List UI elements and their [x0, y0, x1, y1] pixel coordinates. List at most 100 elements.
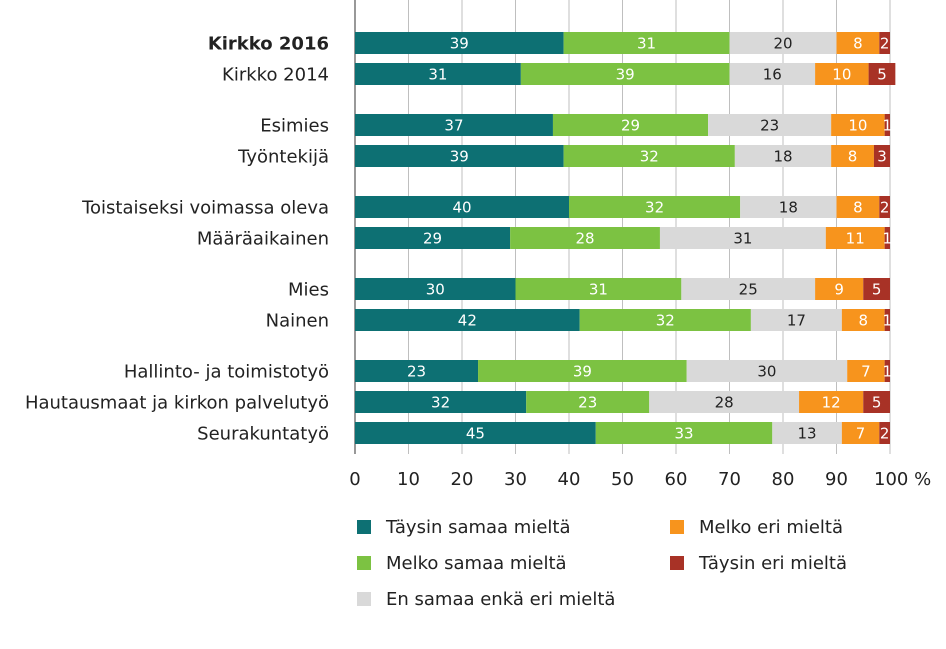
data-label: 1 [883, 363, 893, 381]
bar-segment-taysin-samaa-mielta [355, 309, 580, 331]
data-label: 8 [858, 312, 868, 330]
bar-segment-taysin-samaa-mielta [355, 391, 527, 413]
bar-segment-melko-samaa-mielta [563, 145, 735, 167]
bar-segment-taysin-eri-mielta [884, 360, 890, 382]
x-tick-label: 70 [718, 469, 741, 490]
x-tick-label: 20 [451, 469, 474, 490]
x-tick-label: 60 [665, 469, 688, 490]
bar-segment-melko-eri-mielta [825, 227, 885, 249]
bar-segment-taysin-eri-mielta [884, 309, 890, 331]
bar-segment-taysin-eri-mielta [879, 422, 890, 444]
category-label: Työntekijä [237, 147, 329, 168]
bar-segment-melko-samaa-mielta [552, 114, 709, 136]
data-label: 37 [444, 117, 463, 135]
data-label: 28 [715, 394, 734, 412]
data-label: 30 [426, 281, 445, 299]
data-label: 28 [576, 230, 595, 248]
bar-segment-en-samaa-enka-eri-mielta [740, 196, 837, 218]
bar-segment-melko-eri-mielta [831, 145, 874, 167]
bar-segment-en-samaa-enka-eri-mielta [772, 422, 842, 444]
bar-segment-en-samaa-enka-eri-mielta [659, 227, 826, 249]
legend-label: Melko samaa mieltä [386, 553, 567, 574]
category-label: Mies [288, 280, 329, 301]
bar-row-mies: 30 31 25 9 5 [355, 278, 890, 300]
data-label: 5 [877, 66, 887, 84]
legend-label: Täysin eri mieltä [698, 553, 847, 574]
legend-swatch [670, 520, 684, 534]
data-label: 7 [861, 363, 871, 381]
bar-row-seurakuntatyo: 45 33 13 7 2 [355, 422, 890, 444]
x-tick-label: 40 [558, 469, 581, 490]
data-label: 2 [880, 425, 890, 443]
data-label: 31 [428, 66, 447, 84]
data-label: 18 [779, 199, 798, 217]
bar-segment-melko-eri-mielta [815, 63, 869, 85]
bar-segment-taysin-samaa-mielta [355, 114, 553, 136]
bar-segment-en-samaa-enka-eri-mielta [750, 309, 842, 331]
bar-segment-en-samaa-enka-eri-mielta [729, 32, 837, 54]
bar-row-tyontekija: 39 32 18 8 3 [355, 145, 890, 167]
legend-label: En samaa enkä eri mieltä [386, 589, 615, 610]
data-label: 23 [760, 117, 779, 135]
bar-segment-melko-eri-mielta [836, 32, 880, 54]
bar-segment-taysin-samaa-mielta [355, 422, 596, 444]
data-label: 32 [431, 394, 450, 412]
bar-segment-melko-samaa-mielta [478, 360, 687, 382]
data-label: 31 [733, 230, 752, 248]
bar-segment-en-samaa-enka-eri-mielta [649, 391, 800, 413]
data-label: 16 [763, 66, 782, 84]
x-tick-label: 80 [772, 469, 795, 490]
data-label: 3 [877, 148, 887, 166]
bar-segment-melko-samaa-mielta [520, 63, 730, 85]
data-label: 5 [872, 394, 882, 412]
bar-segment-taysin-samaa-mielta [355, 63, 521, 85]
legend-swatch [357, 592, 371, 606]
bars: 39 31 20 8 231 39 16 10 537 29 23 10 139 32 18 8 340 32 18… [355, 32, 896, 444]
bar-row-toistaiseksi-voimassa-oleva: 40 32 18 8 2 [355, 196, 890, 218]
bar-segment-melko-samaa-mielta [526, 391, 650, 413]
bar-segment-en-samaa-enka-eri-mielta [686, 360, 848, 382]
bar-segment-taysin-eri-mielta [884, 114, 890, 136]
legend-item-taysin-samaa-mielta: Täysin samaa mieltä [357, 517, 571, 538]
bar-segment-taysin-eri-mielta [863, 391, 890, 413]
bar-segment-taysin-samaa-mielta [355, 278, 516, 300]
bar-segment-en-samaa-enka-eri-mielta [729, 63, 816, 85]
x-tick-label: 100 % [874, 469, 931, 490]
legend-swatch [357, 520, 371, 534]
category-label: Kirkko 2014 [222, 65, 329, 86]
bar-segment-melko-samaa-mielta [569, 196, 741, 218]
bar-segment-melko-samaa-mielta [595, 422, 773, 444]
data-label: 39 [616, 66, 635, 84]
category-label: Kirkko 2016 [208, 34, 329, 55]
category-label: Hallinto- ja toimistotyö [124, 362, 329, 383]
bar-segment-taysin-samaa-mielta [355, 360, 479, 382]
bar-segment-melko-samaa-mielta [563, 32, 730, 54]
bar-segment-melko-eri-mielta [815, 278, 864, 300]
data-label: 1 [883, 312, 893, 330]
data-label: 39 [573, 363, 592, 381]
bar-segment-taysin-eri-mielta [884, 227, 890, 249]
bar-segment-taysin-eri-mielta [879, 196, 890, 218]
data-label: 23 [578, 394, 597, 412]
bar-segment-melko-eri-mielta [831, 114, 885, 136]
legend-swatch [357, 556, 371, 570]
x-tick-label: 50 [611, 469, 634, 490]
data-label: 11 [846, 230, 865, 248]
category-label: Määräaikainen [197, 229, 329, 250]
bar-segment-taysin-eri-mielta [873, 145, 890, 167]
data-label: 29 [423, 230, 442, 248]
legend-item-en-samaa-enka-eri-mielta: En samaa enkä eri mieltä [357, 589, 615, 610]
data-label: 13 [798, 425, 817, 443]
data-label: 25 [739, 281, 758, 299]
data-label: 40 [452, 199, 471, 217]
x-axis-ticks: 0 10 20 30 40 50 60 70 80 90 100 % [349, 469, 931, 490]
data-label: 7 [856, 425, 866, 443]
data-label: 2 [880, 199, 890, 217]
data-label: 1 [883, 117, 893, 135]
legend-swatch [670, 556, 684, 570]
bar-row-hallinto-ja-toimistotyo: 23 39 30 7 1 [355, 360, 892, 382]
data-label: 17 [787, 312, 806, 330]
data-label: 31 [637, 35, 656, 53]
data-label: 23 [407, 363, 426, 381]
